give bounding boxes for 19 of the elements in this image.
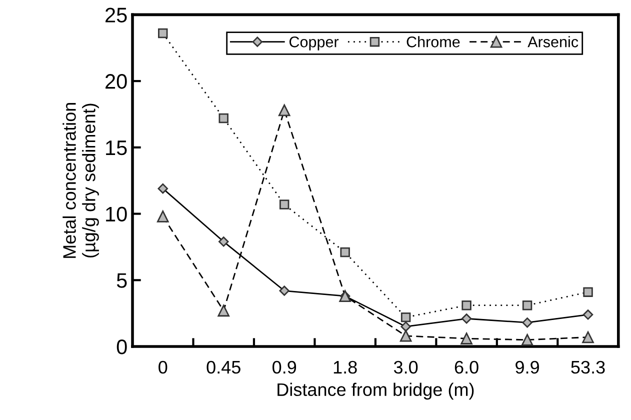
legend-label: Arsenic: [528, 36, 578, 48]
x-tick-label: 6.0: [454, 360, 478, 374]
y-tick-label: 0: [116, 340, 127, 354]
x-tick-label: 9.9: [516, 360, 539, 374]
y-tick-label: 25: [106, 8, 127, 22]
y-tick-label: 5: [116, 273, 127, 288]
x-tick-label: 0: [158, 360, 168, 374]
y-tick-label: 15: [106, 140, 127, 156]
y-tick-label: 10: [106, 206, 127, 222]
legend-label: Chrome: [406, 36, 460, 48]
x-axis-title: Distance from bridge (m): [278, 382, 474, 400]
x-tick-label: 0.45: [206, 360, 240, 374]
y-axis-title: Metal concentration (µg/g dry sediment): [62, 102, 99, 258]
x-tick-label: 1.8: [334, 360, 357, 374]
x-tick-label: 3.0: [394, 360, 418, 374]
legend-label: Copper: [289, 36, 339, 50]
x-tick-label: 0.9: [272, 360, 296, 374]
x-tick-label: 53.3: [571, 360, 605, 374]
y-tick-label: 20: [106, 74, 127, 89]
